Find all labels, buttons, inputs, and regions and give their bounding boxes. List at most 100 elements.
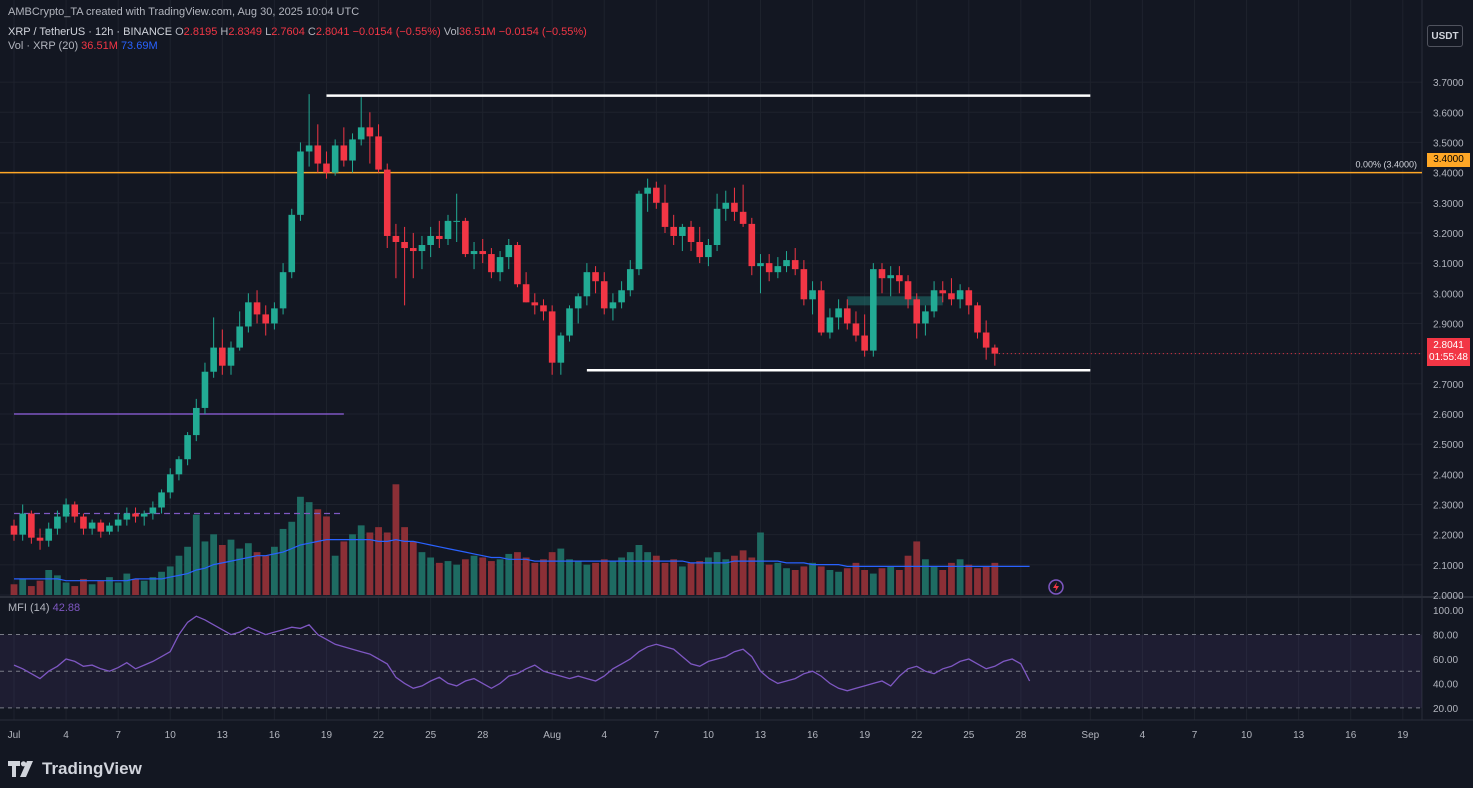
volume-bar xyxy=(731,555,738,595)
time-tick-label: 28 xyxy=(477,730,489,741)
candle xyxy=(705,238,712,267)
candle xyxy=(505,238,513,270)
candle xyxy=(522,272,530,303)
volume-bar xyxy=(106,577,113,595)
volume-bar xyxy=(939,570,947,595)
candle xyxy=(774,257,782,279)
candle xyxy=(366,112,374,164)
volume-bar xyxy=(956,559,964,595)
time-tick-label: 7 xyxy=(1192,730,1198,741)
volume-bar xyxy=(783,568,790,595)
candle-body xyxy=(401,241,408,249)
candle xyxy=(757,254,764,294)
volume-bar xyxy=(19,578,27,595)
candle-body xyxy=(948,293,955,300)
volume-bar xyxy=(184,546,191,595)
candle xyxy=(679,223,686,252)
candle xyxy=(696,226,704,264)
volume-bar xyxy=(244,543,252,595)
time-tick-label: 4 xyxy=(63,730,69,741)
volume-bar xyxy=(974,568,981,595)
volume-bar xyxy=(427,557,435,595)
candle-body xyxy=(765,263,773,273)
candle xyxy=(765,254,773,282)
candle-body xyxy=(236,326,243,348)
candle-body xyxy=(71,504,79,517)
volume-bar xyxy=(80,578,87,595)
volume-bar xyxy=(314,509,322,595)
candle xyxy=(279,263,287,315)
candle-body xyxy=(566,308,573,336)
candle-body xyxy=(305,145,313,152)
volume-bar xyxy=(383,532,391,595)
candle-body xyxy=(609,302,617,309)
candle-body xyxy=(713,208,721,246)
candle xyxy=(88,519,96,535)
candle-body xyxy=(97,522,105,532)
volume-legend: Vol · XRP (20) 36.51M 73.69M xyxy=(8,40,158,52)
time-tick-label: 7 xyxy=(115,730,121,741)
volume-bar xyxy=(965,564,973,595)
volume-bar xyxy=(227,539,235,595)
candle-body xyxy=(192,407,200,436)
candle-body xyxy=(878,269,886,279)
currency-button[interactable]: USDT xyxy=(1427,25,1463,47)
candle xyxy=(28,510,35,544)
candle-body xyxy=(409,248,417,252)
candle-body xyxy=(470,251,478,255)
candle xyxy=(375,124,382,173)
time-tick-label: 10 xyxy=(165,730,177,741)
volume-bar xyxy=(401,527,408,595)
candle-body xyxy=(835,308,842,318)
volume-bar xyxy=(791,570,799,595)
time-tick-label: Sep xyxy=(1081,730,1099,741)
price-tick-label: 2.7000 xyxy=(1433,380,1464,391)
volume-bar xyxy=(557,548,565,595)
bar-countdown: 01:55:48 xyxy=(1429,352,1468,363)
candle xyxy=(132,507,139,523)
candle-body xyxy=(36,537,44,541)
volume-bar xyxy=(262,555,270,595)
candle xyxy=(45,522,53,547)
volume-bar xyxy=(357,525,365,595)
candle xyxy=(748,217,756,276)
candle xyxy=(201,362,209,414)
time-tick-label: 13 xyxy=(217,730,229,741)
candle xyxy=(644,178,651,212)
candle-body xyxy=(88,522,96,529)
candle xyxy=(982,320,990,360)
symbol-name[interactable]: XRP / TetherUS · 12h · BINANCE xyxy=(8,26,173,38)
candle-body xyxy=(896,275,903,282)
candle xyxy=(80,513,87,535)
candle-body xyxy=(462,220,469,255)
candle xyxy=(731,187,738,221)
volume-bar xyxy=(27,586,35,595)
candle xyxy=(514,241,521,288)
candle xyxy=(852,311,860,342)
candle-body xyxy=(201,371,209,408)
volume-bar xyxy=(522,557,530,595)
candle xyxy=(661,184,669,233)
change-value: −0.0154 (−0.55%) xyxy=(352,26,441,38)
low-value: 2.7604 xyxy=(271,26,305,38)
candle-body xyxy=(444,220,452,239)
candle-body xyxy=(19,513,26,535)
candle xyxy=(653,181,660,209)
candle-body xyxy=(635,193,643,270)
candle xyxy=(878,263,886,294)
volume-bar xyxy=(948,562,955,595)
candle xyxy=(392,223,400,279)
volume-bar xyxy=(574,561,582,595)
candle-body xyxy=(653,187,660,203)
candle-body xyxy=(175,459,183,475)
candle xyxy=(826,308,834,339)
time-tick-label: 13 xyxy=(1293,730,1305,741)
tradingview-logo[interactable]: TradingView xyxy=(8,759,142,779)
candle xyxy=(262,305,270,336)
vol-legend-value: 36.51M xyxy=(81,40,118,52)
mfi-value: 42.88 xyxy=(52,602,81,614)
time-tick-label: 25 xyxy=(425,730,437,741)
candle-body xyxy=(574,296,582,309)
volume-bar xyxy=(149,577,157,595)
